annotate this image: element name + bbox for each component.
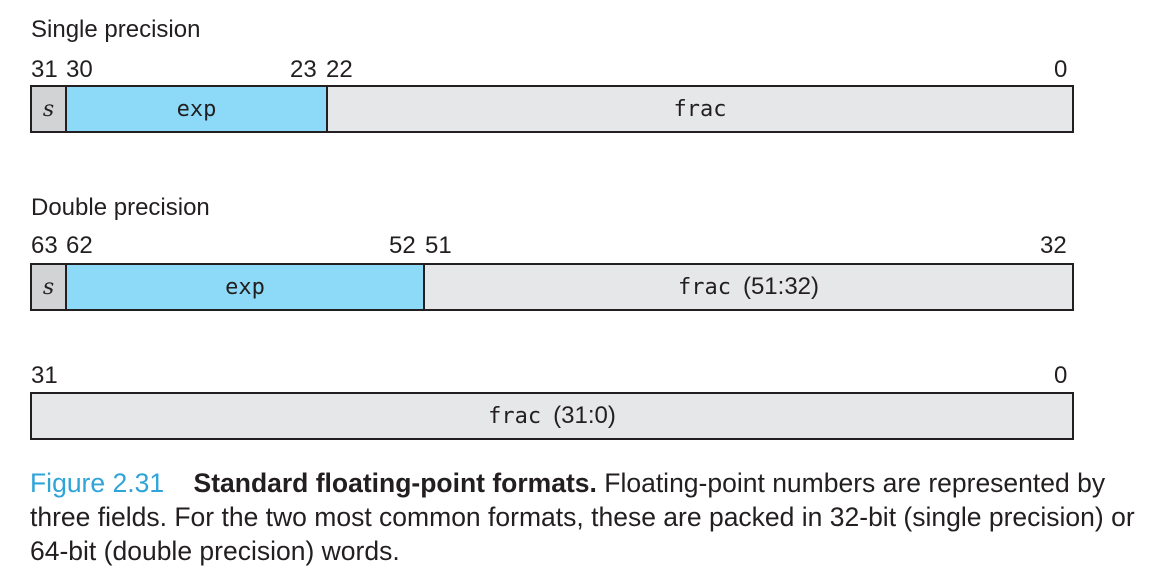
- double-bit-32-label: 32: [1040, 232, 1067, 259]
- double-precision-lower-bar: frac (31:0): [30, 392, 1074, 440]
- double-precision-title: Double precision: [31, 194, 210, 221]
- single-exp-field: exp: [65, 87, 326, 131]
- double-bit-63-label: 63: [31, 232, 58, 259]
- double-frac-lower-range: (31:0): [553, 402, 616, 429]
- single-bit-31-label: 31: [31, 56, 58, 83]
- single-bit-22-label: 22: [326, 56, 353, 83]
- single-frac-field: frac: [326, 87, 1072, 131]
- double-frac-upper-field: frac (51:32): [423, 265, 1072, 309]
- double-bit-31-label: 31: [31, 362, 58, 389]
- single-bit-30-label: 30: [66, 56, 93, 83]
- double-bit-51-label: 51: [425, 232, 452, 259]
- double-bit-0-label: 0: [1054, 362, 1068, 389]
- single-sign-field: s: [32, 87, 65, 131]
- double-precision-upper-bar: s exp frac (51:32): [30, 263, 1074, 311]
- figure-title: Standard floating-point formats.: [193, 468, 597, 498]
- single-precision-title: Single precision: [31, 16, 201, 43]
- double-frac-upper-range: (51:32): [742, 273, 820, 300]
- figure-caption-body: Floating-point numbers are represented b…: [30, 468, 1135, 566]
- double-frac-upper-label: frac: [677, 274, 731, 300]
- double-sign-field: s: [32, 265, 65, 309]
- figure-caption: Figure 2.31 Standard floating-point form…: [30, 466, 1170, 568]
- single-bit-23-label: 23: [290, 56, 317, 83]
- double-frac-lower-label: frac: [488, 403, 542, 429]
- double-frac-lower-field: frac (31:0): [32, 394, 1072, 438]
- single-bit-0-label: 0: [1054, 56, 1068, 83]
- double-bit-52-label: 52: [389, 232, 416, 259]
- double-exp-field: exp: [65, 265, 423, 309]
- single-precision-bar: s exp frac: [30, 85, 1074, 133]
- figure-number: Figure 2.31: [30, 468, 165, 498]
- single-frac-label: frac: [673, 96, 727, 122]
- double-bit-62-label: 62: [66, 232, 93, 259]
